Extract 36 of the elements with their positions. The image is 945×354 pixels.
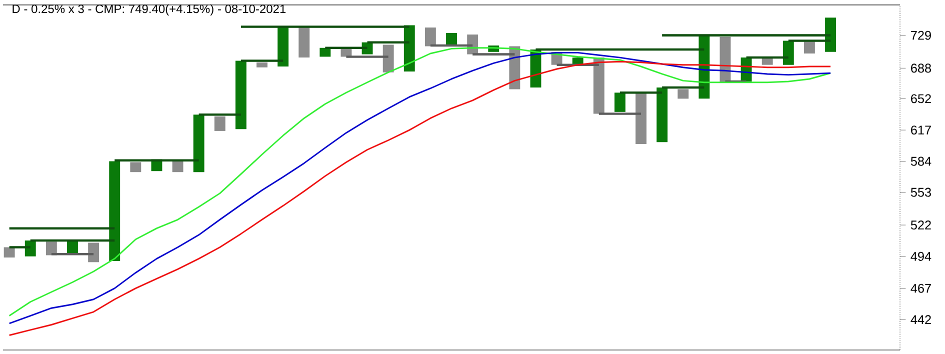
bar (278, 26, 289, 66)
y-tick-label: 584 (910, 156, 932, 166)
bar (636, 94, 646, 144)
y-tick-label: 442 (910, 315, 931, 324)
bar (214, 116, 226, 131)
bar (656, 88, 668, 142)
bar (404, 25, 415, 72)
bar (193, 114, 204, 172)
y-tick-label: 729 (911, 30, 931, 40)
chart-title: D - 0.25% x 3 - CMP: 749.40(+4.15%) - 08-10-2021 (12, 4, 286, 16)
bar (782, 40, 794, 65)
bar (804, 42, 815, 54)
y-tick-label: 652 (911, 94, 931, 104)
bar (825, 18, 836, 52)
y-tick-label: 688 (911, 64, 931, 73)
bar (109, 161, 120, 262)
bar (678, 89, 689, 99)
bar (320, 48, 331, 57)
y-tick-label: 522 (910, 220, 931, 230)
bar (298, 28, 310, 58)
bar (88, 242, 100, 262)
bar (614, 92, 626, 112)
bar (130, 162, 142, 172)
bar (172, 161, 184, 172)
y-tick-label: 467 (910, 284, 931, 293)
y-tick-label: 553 (910, 188, 931, 197)
bar (4, 247, 15, 258)
bar (235, 60, 246, 130)
bar (593, 58, 604, 114)
bar (46, 242, 57, 256)
bar (256, 62, 268, 68)
y-tick-label: 494 (910, 252, 932, 261)
bar (446, 32, 457, 45)
bar (382, 44, 394, 72)
bar (424, 28, 436, 46)
y-tick-label: 617 (911, 126, 931, 135)
